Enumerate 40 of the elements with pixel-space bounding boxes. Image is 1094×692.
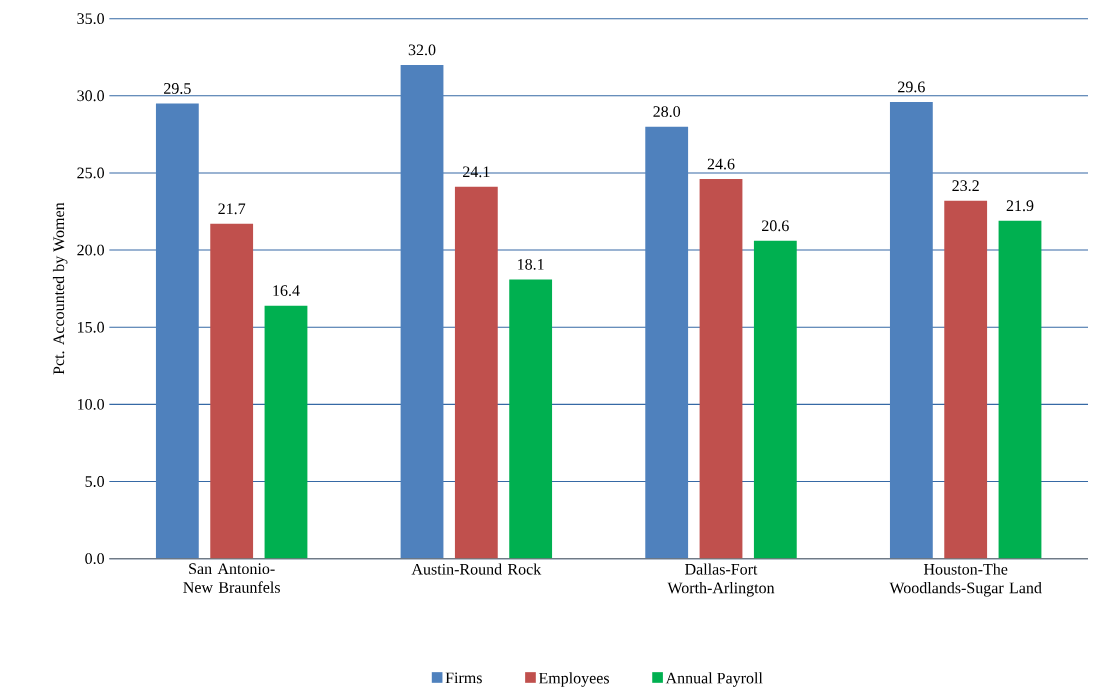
legend-label: Employees (538, 672, 609, 687)
data-label: 21.7 (218, 203, 246, 215)
bar (944, 200, 988, 559)
bar (509, 279, 553, 559)
bar (889, 101, 933, 559)
data-label: 28.0 (653, 106, 681, 118)
y-tick-label: 25.0 (77, 167, 105, 179)
data-label: 20.6 (762, 220, 789, 232)
bar (699, 179, 743, 559)
y-tick-label: 35.0 (77, 13, 105, 25)
x-tick-label: Houston-The Woodlands-Sugar Land (889, 563, 1042, 597)
y-tick-label: 5.0 (85, 476, 105, 487)
y-axis-title: Pct. Accounted by Women (52, 202, 68, 375)
y-tick-label: 20.0 (77, 244, 105, 256)
bar (210, 223, 254, 559)
y-tick-label: 30.0 (77, 90, 105, 102)
data-label: 18.1 (518, 258, 544, 270)
x-tick-label: San Antonio-New Braunfels (183, 563, 280, 593)
x-tick-label: Austin-Round Rock (411, 563, 542, 575)
y-tick-label: 0.0 (85, 553, 105, 565)
data-label: 24.6 (707, 158, 735, 170)
bar (400, 64, 444, 559)
bar (155, 103, 199, 559)
legend-label: Annual Payroll (665, 672, 763, 687)
data-label: 16.4 (273, 285, 300, 297)
bar (264, 305, 308, 559)
data-label: 23.2 (952, 180, 979, 192)
data-label: 29.5 (164, 83, 191, 94)
data-label: 32.0 (408, 44, 436, 56)
bar (645, 126, 689, 559)
bar (454, 186, 498, 559)
data-label: 24.1 (463, 166, 490, 178)
data-label: 29.6 (898, 81, 925, 93)
y-tick-label: 15.0 (78, 321, 105, 333)
data-label: 21.9 (1006, 200, 1034, 212)
x-tick-label: Dallas-Fort Worth-Arlington (667, 563, 775, 597)
y-tick-label: 10.0 (78, 398, 105, 410)
bar (998, 220, 1042, 559)
bar (753, 240, 797, 559)
legend-label: Firms (445, 672, 482, 684)
